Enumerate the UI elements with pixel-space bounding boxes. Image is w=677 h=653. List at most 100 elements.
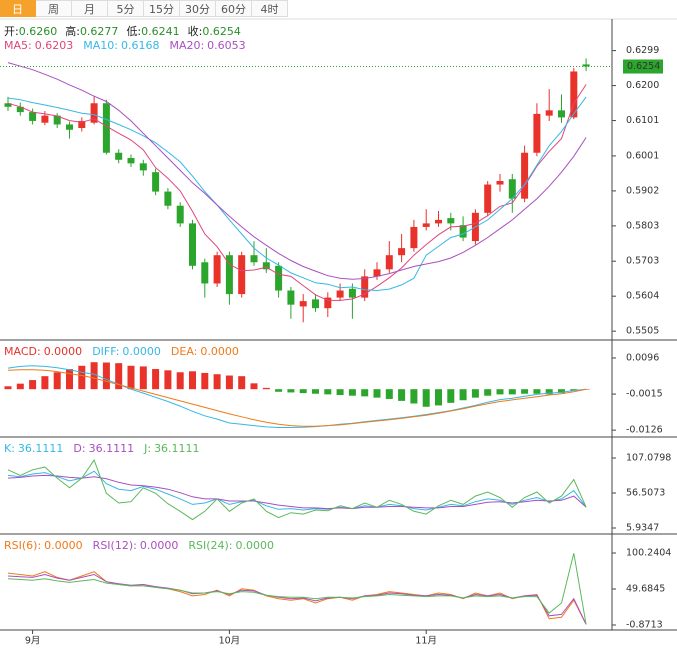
- macd-bar: [53, 372, 61, 390]
- macd-bar: [102, 362, 110, 390]
- period-tab[interactable]: 月: [72, 0, 108, 17]
- candle-body: [336, 290, 344, 298]
- period-tab[interactable]: 日: [0, 0, 36, 17]
- legend-value: 36.1111: [18, 442, 64, 455]
- candle-body: [250, 255, 258, 263]
- candle-body: [29, 112, 37, 121]
- macd-bar: [275, 389, 283, 392]
- candle-body: [410, 226, 418, 249]
- macd-bar: [496, 389, 504, 395]
- macd-bar: [410, 389, 418, 404]
- y-tick-label: 0.5902: [626, 185, 659, 196]
- macd-bar: [336, 389, 344, 396]
- macd-bar: [312, 389, 319, 394]
- legend-value: 0.0000: [122, 345, 161, 358]
- candle-body: [115, 152, 123, 160]
- macd-bar: [422, 389, 430, 407]
- macd-bar: [447, 389, 455, 403]
- macd-bar: [29, 380, 37, 390]
- macd-bar: [324, 389, 332, 395]
- macd-bar: [90, 362, 98, 390]
- ohlc-value: 0.6277: [80, 25, 119, 38]
- macd-bar: [152, 369, 160, 390]
- candle-body: [521, 152, 529, 199]
- ohlc-value: 0.6260: [19, 25, 58, 38]
- macd-bar: [201, 372, 209, 390]
- macd-bar: [250, 383, 258, 390]
- x-tick-label: 11月: [415, 636, 437, 647]
- x-tick-label: 10月: [219, 636, 241, 647]
- y-tick-label: 49.6845: [626, 583, 665, 594]
- legend-value: 0.0000: [200, 345, 239, 358]
- y-tick-label: 0.5604: [626, 291, 659, 302]
- candle-body: [484, 184, 492, 213]
- macd-bar: [262, 387, 270, 390]
- macd-bar: [521, 389, 529, 394]
- legend-value: 0.6168: [121, 39, 160, 52]
- candle-body: [201, 262, 209, 284]
- candle-body: [127, 158, 135, 164]
- macd-bar: [533, 389, 541, 394]
- period-tabs: 日周月 5分 15分 30分 60分 4时: [0, 0, 288, 18]
- legend-name: DIFF:: [92, 345, 119, 358]
- candle-body: [16, 106, 24, 113]
- y-tick-label: 100.2404: [626, 547, 671, 558]
- legend-name: K:: [4, 442, 15, 455]
- macd-bar: [545, 389, 553, 395]
- candle-body: [53, 115, 61, 125]
- y-tick-label: 0.5803: [626, 220, 659, 231]
- ohlc-readout: 开:0.6260 高:0.6277 低:0.6241 收:0.6254: [4, 24, 241, 38]
- macd-bar: [16, 383, 24, 390]
- candle-body: [533, 113, 541, 153]
- candle-body: [287, 290, 295, 305]
- candle-body: [570, 71, 578, 118]
- y-tick-label: 0.5703: [626, 256, 659, 267]
- legend-value: 0.0000: [235, 539, 274, 552]
- series-line: [7, 474, 587, 510]
- candle-body: [213, 255, 221, 284]
- y-tick-label: -0.0015: [626, 389, 663, 400]
- macd-bar: [127, 365, 135, 390]
- legend-name: J:: [143, 442, 151, 455]
- macd-bar: [66, 369, 73, 390]
- macd-bar: [459, 389, 467, 401]
- candle-body: [262, 262, 270, 270]
- series-line: [7, 573, 587, 625]
- period-tab[interactable]: 60分: [216, 0, 252, 17]
- ohlc-label: 低:: [126, 25, 141, 38]
- candle-body: [447, 218, 455, 224]
- macd-bar: [238, 376, 246, 390]
- candle-body: [78, 120, 86, 128]
- period-tab[interactable]: 4时: [252, 0, 288, 17]
- candle-body: [422, 223, 430, 227]
- macd-bar: [4, 386, 12, 390]
- candle-body: [299, 301, 307, 307]
- period-tab[interactable]: 5分: [108, 0, 144, 17]
- macd-bar: [139, 366, 147, 390]
- candle-body: [275, 265, 283, 291]
- macd-bar: [225, 375, 233, 390]
- legend-value: 36.1111: [154, 442, 200, 455]
- series-line: [7, 96, 587, 292]
- legend-name: RSI(6):: [4, 539, 41, 552]
- macd-bar: [570, 389, 578, 391]
- candle-body: [582, 64, 590, 67]
- current-price-label: 0.6254: [627, 61, 660, 72]
- y-tick-label: 0.6001: [626, 150, 659, 161]
- period-tab[interactable]: 30分: [180, 0, 216, 17]
- ohlc-value: 0.6254: [202, 25, 241, 38]
- legend-name: RSI(24):: [188, 539, 232, 552]
- series-line: [7, 84, 587, 301]
- period-tab[interactable]: 15分: [144, 0, 180, 17]
- y-tick-label: -0.8713: [626, 620, 663, 631]
- macd-bar: [398, 389, 406, 401]
- legend-name: RSI(12):: [93, 539, 137, 552]
- legend-value: 0.6203: [35, 39, 74, 52]
- candle-body: [398, 248, 406, 256]
- ohlc-value: 0.6241: [141, 25, 180, 38]
- macd-bar: [484, 389, 492, 396]
- macd-bar: [78, 365, 86, 390]
- macd-bar: [471, 389, 479, 398]
- period-tab[interactable]: 周: [36, 0, 72, 17]
